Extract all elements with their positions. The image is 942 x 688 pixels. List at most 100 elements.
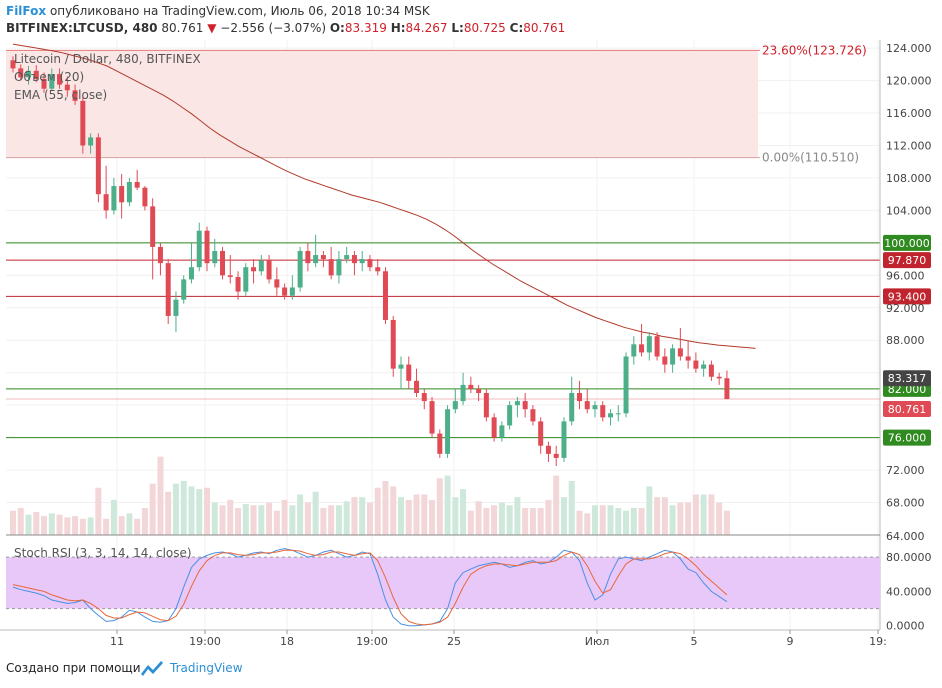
volume-bar — [615, 508, 622, 535]
candle-body — [615, 413, 621, 415]
volume-bar — [266, 502, 273, 535]
volume-bar — [584, 513, 591, 535]
time-tick-label: Июл — [585, 635, 610, 648]
candle-body — [701, 364, 707, 369]
volume-bar — [204, 487, 210, 535]
candle-body — [406, 364, 412, 381]
author-brand[interactable]: FilFox — [6, 4, 47, 18]
price-tick-label: 72.000 — [886, 464, 925, 477]
volume-bar — [522, 508, 529, 535]
candle-body — [196, 230, 202, 268]
candle-body — [188, 267, 194, 280]
volume-bar — [343, 501, 350, 535]
volume-bar — [41, 516, 48, 535]
candle-body — [716, 376, 722, 379]
candle-body — [119, 186, 125, 203]
candle-body — [600, 405, 606, 418]
level-tag — [883, 252, 931, 269]
level-tag — [883, 288, 931, 305]
candle-body — [142, 187, 148, 207]
volume-bar — [390, 486, 397, 535]
fib-label: 23.60%(123.726) — [762, 43, 867, 57]
candle-body — [235, 276, 241, 292]
volume-bar — [219, 505, 226, 535]
candle-body — [507, 405, 513, 426]
volume-bar — [48, 513, 55, 535]
ema-line — [12, 43, 756, 349]
time-tick-label: 25 — [447, 635, 461, 648]
candle-body — [576, 392, 582, 402]
candle-body — [26, 70, 32, 78]
candle-body — [313, 255, 319, 264]
level-tag-label: 93.400 — [888, 290, 927, 303]
ema-legend: EMA (55, close) — [14, 88, 108, 102]
candle-body — [126, 182, 132, 203]
volume-bar — [126, 513, 133, 535]
stoch-k-line — [12, 548, 728, 627]
candle-body — [328, 259, 334, 276]
candle-body — [181, 279, 187, 300]
volume-bar — [708, 494, 715, 535]
volume-bar — [638, 508, 645, 535]
candle-body — [724, 378, 730, 399]
volume-bar — [188, 486, 195, 535]
chart-canvas[interactable]: 23.60%(123.726) 0.00%(110.510) 100.000 97.8… — [0, 40, 942, 652]
candle-body — [538, 421, 544, 446]
time-tick-label: 18 — [280, 635, 294, 648]
close-value: 80.761 — [523, 21, 566, 35]
tradingview-link[interactable]: TradingView — [170, 661, 243, 675]
candle-body — [608, 413, 614, 418]
price-tick-label: 64.000 — [886, 530, 925, 543]
volume-bar — [553, 475, 560, 535]
candle-body — [693, 360, 699, 369]
candle-body — [382, 271, 388, 320]
candle-body — [297, 250, 303, 288]
volume-bar — [359, 497, 366, 535]
candle-body — [414, 380, 420, 393]
volume-bar — [172, 483, 179, 535]
candle-body — [344, 255, 350, 260]
time-tick-label: 5 — [691, 635, 698, 648]
volume-bar — [351, 497, 358, 535]
candle-body — [150, 206, 156, 247]
candle-body — [359, 259, 365, 264]
candle-body — [165, 263, 171, 316]
stoch-rsi-legend: Stoch RSI (3, 3, 14, 14, close) — [14, 546, 192, 560]
volume-bar — [95, 487, 102, 535]
price-tag-label: 83.317 — [888, 372, 927, 385]
volume-bar — [514, 497, 521, 535]
volume-bar — [312, 491, 319, 535]
candle-body — [289, 287, 295, 296]
open-value: 83.319 — [344, 21, 387, 35]
candle-body — [631, 344, 637, 357]
candle-body — [251, 267, 257, 272]
candle-body — [553, 453, 559, 458]
candle-body — [103, 194, 109, 211]
candle-body — [445, 409, 451, 454]
volume-bar — [250, 505, 257, 535]
candle-body — [437, 433, 443, 454]
volume-bar — [211, 502, 218, 535]
candle-body — [57, 74, 63, 85]
volume-bar — [592, 505, 598, 535]
tradingview-logo-icon — [141, 661, 163, 676]
volume-bar — [460, 489, 467, 535]
volume-bar — [405, 499, 412, 535]
candle-body — [274, 279, 280, 288]
candle-body — [654, 336, 660, 357]
volume-bar — [654, 497, 661, 535]
created-with-label: Создано при помощи — [6, 661, 141, 675]
volume-bar — [103, 518, 110, 535]
candle-body — [569, 392, 575, 422]
volume-bar — [141, 508, 148, 535]
time-tick-label: 11 — [110, 635, 124, 648]
candle-body — [483, 392, 489, 418]
volume-bar — [685, 502, 692, 535]
candle-body — [514, 401, 520, 406]
candle-body — [351, 255, 357, 264]
price-tick-label: 116.000 — [886, 107, 932, 120]
volume-bar — [413, 494, 420, 535]
volume-bar — [196, 489, 203, 535]
candle-body — [662, 356, 668, 365]
last-price: 80.761 — [161, 21, 204, 35]
